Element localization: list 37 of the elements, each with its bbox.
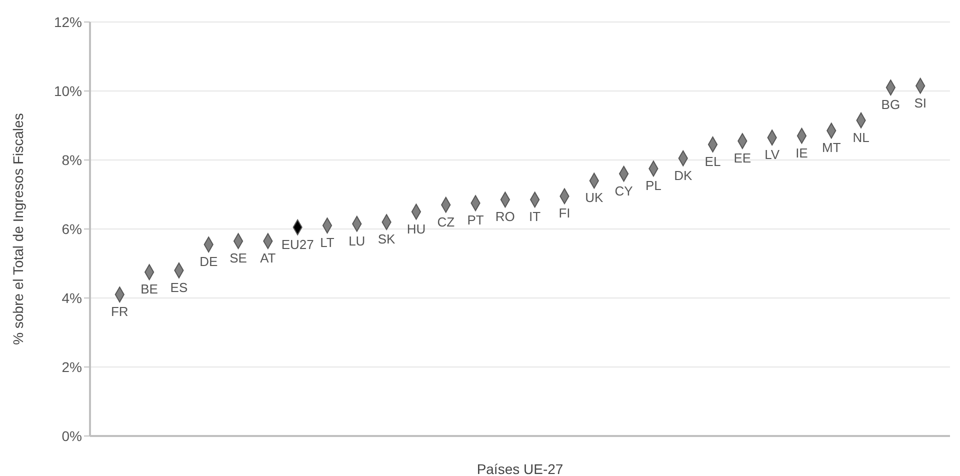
x-tick-label: MT (822, 140, 841, 156)
y-tick-label: 10% (54, 82, 82, 99)
x-tick-label: LT (320, 235, 334, 250)
x-tick-label: CZ (437, 214, 455, 230)
x-tick-label: HU (406, 221, 426, 236)
x-tick-label: NL (852, 130, 870, 145)
y-tick-label: 0% (62, 428, 82, 444)
x-tick-label: PL (645, 178, 662, 194)
x-tick-label: PT (467, 212, 484, 228)
x-tick-label: BG (881, 97, 900, 112)
x-tick-label: RO (495, 209, 515, 224)
x-tick-label: DK (674, 168, 692, 183)
x-tick-label: IE (796, 145, 808, 160)
x-tick-label: LU (348, 233, 366, 248)
x-tick-label: FI (558, 206, 570, 221)
x-tick-label: IT (529, 209, 541, 224)
x-tick-label: EL (704, 154, 721, 169)
x-tick-label: SE (230, 250, 248, 266)
y-tick-label: 6% (62, 220, 82, 237)
x-tick-label: EE (734, 150, 752, 166)
x-tick-label: CY (614, 183, 634, 198)
x-tick-label: UK (585, 190, 604, 206)
x-tick-label: AT (260, 250, 276, 266)
x-tick-label: EU27 (281, 236, 314, 252)
y-tick-label: 12% (54, 14, 82, 30)
x-tick-label: ES (170, 280, 188, 295)
x-tick-label: DE (200, 254, 218, 270)
x-tick-label: SK (378, 232, 396, 247)
y-tick-label: 8% (62, 152, 82, 168)
y-tick-label: 4% (62, 290, 82, 306)
y-axis-title: % sobre el Total de Ingresos Fiscales (10, 113, 26, 345)
x-tick-label: LV (764, 147, 780, 162)
y-tick-label: 2% (62, 358, 82, 375)
x-axis-title: Países UE-27 (476, 461, 564, 476)
x-tick-label: SI (914, 95, 926, 110)
x-tick-label: BE (140, 282, 158, 297)
x-tick-label: FR (110, 304, 128, 320)
